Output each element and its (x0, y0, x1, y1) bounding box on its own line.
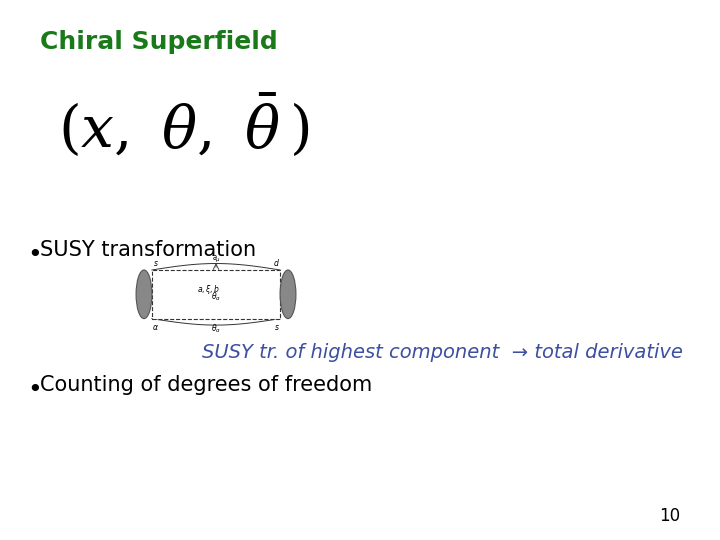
Text: $\partial_{\!\mu}$: $\partial_{\!\mu}$ (212, 253, 220, 265)
Text: Counting of degrees of freedom: Counting of degrees of freedom (40, 375, 372, 395)
Text: $\theta_\alpha$: $\theta_\alpha$ (211, 291, 221, 303)
Text: $s$: $s$ (153, 259, 158, 268)
Text: $s$: $s$ (274, 323, 279, 332)
Text: $\theta_\alpha$: $\theta_\alpha$ (211, 323, 221, 335)
Ellipse shape (280, 270, 296, 319)
Text: $a,\xi,b$: $a,\xi,b$ (197, 284, 220, 296)
Text: SUSY tr. of highest component  → total derivative: SUSY tr. of highest component → total de… (202, 343, 683, 362)
Text: $\alpha$: $\alpha$ (152, 323, 159, 332)
Text: Chiral Superfield: Chiral Superfield (40, 30, 277, 53)
FancyBboxPatch shape (152, 270, 280, 319)
Text: $d$: $d$ (273, 258, 280, 268)
Text: •: • (27, 243, 42, 267)
Ellipse shape (136, 270, 152, 319)
Text: 10: 10 (660, 507, 680, 525)
Text: •: • (27, 378, 42, 402)
Text: SUSY transformation: SUSY transformation (40, 240, 256, 260)
Text: $( x ,\ \theta ,\ \bar{\theta}\, )$: $( x ,\ \theta ,\ \bar{\theta}\, )$ (58, 92, 309, 159)
